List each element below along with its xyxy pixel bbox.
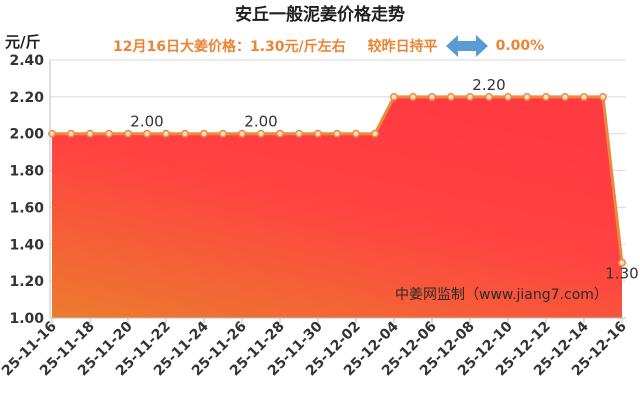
data-point-marker (523, 92, 531, 101)
y-tick-label: 2.40 (9, 53, 44, 69)
data-label: 2.00 (130, 113, 163, 131)
data-point-marker (409, 92, 417, 101)
data-point-marker (124, 129, 132, 138)
data-point-marker (276, 129, 284, 138)
data-point-marker (86, 129, 94, 138)
data-point-marker (295, 129, 303, 138)
data-point-marker (485, 92, 493, 101)
data-point-marker (105, 129, 113, 138)
data-point-marker (314, 129, 322, 138)
data-label: 2.20 (472, 76, 505, 94)
data-point-marker (67, 129, 75, 138)
series-layer (48, 92, 626, 319)
data-point-marker (257, 129, 265, 138)
y-tick-label: 1.20 (9, 274, 44, 290)
double-arrow-icon (445, 35, 488, 57)
data-point-marker (181, 129, 189, 138)
source-watermark: 中姜网监制（www.jiang7.com） (395, 287, 608, 303)
data-point-marker (333, 129, 341, 138)
y-tick-label: 1.80 (9, 164, 44, 180)
y-tick-label: 1.00 (9, 311, 44, 327)
y-tick-label: 1.40 (9, 237, 44, 253)
data-point-marker (599, 92, 607, 101)
axis-layer (49, 60, 626, 323)
double-arrow-shape (445, 35, 488, 57)
data-point-marker (447, 92, 455, 101)
data-point-marker (428, 92, 436, 101)
data-point-marker (390, 92, 398, 101)
y-tick-label: 1.60 (9, 200, 44, 216)
data-label: 1.30 (605, 265, 638, 283)
data-point-marker (200, 129, 208, 138)
y-tick-label: 2.00 (9, 127, 44, 143)
data-point-marker (219, 129, 227, 138)
compare-text: 较昨日持平 (367, 39, 438, 55)
data-point-marker (162, 129, 170, 138)
y-axis-unit-label: 元/斤 (5, 33, 41, 51)
data-point-marker (561, 92, 569, 101)
data-point-marker (371, 129, 379, 138)
chart-title: 安丘一般泥姜价格走势 (235, 5, 405, 25)
price-summary-text: 12月16日大姜价格：1.30元/斤左右 (113, 39, 346, 55)
area-fill (52, 96, 622, 319)
y-tick-label: 2.20 (9, 90, 44, 106)
data-label: 2.00 (244, 113, 277, 131)
data-point-marker (352, 129, 360, 138)
data-point-marker (466, 92, 474, 101)
data-point-marker (542, 92, 550, 101)
price-summary: 12月16日大姜价格：1.30元/斤左右 较昨日持平 0.00% (113, 35, 544, 57)
data-point-marker (238, 129, 246, 138)
data-point-marker (504, 92, 512, 101)
data-point-marker (143, 129, 151, 138)
data-point-marker (618, 258, 626, 267)
change-percent: 0.00% (495, 38, 545, 54)
data-point-marker (580, 92, 588, 101)
